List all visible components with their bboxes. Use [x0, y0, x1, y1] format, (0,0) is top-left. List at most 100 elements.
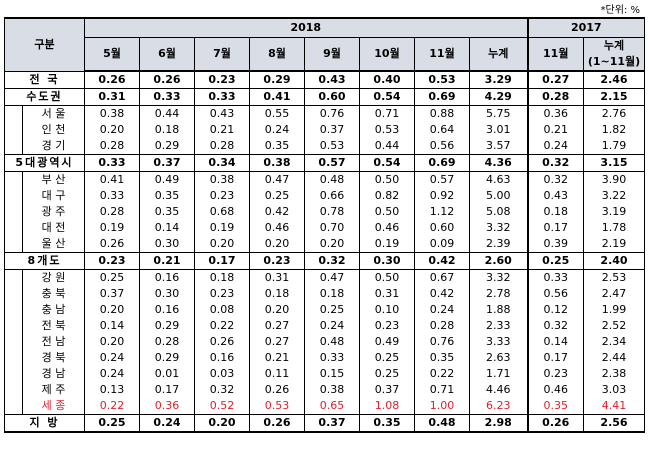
cell-value: 2.47	[583, 286, 645, 302]
table-row: 전 북 0.14 0.29 0.22 0.27 0.24 0.23 0.28 2.33 0.32 2…	[4, 318, 645, 334]
cell-value: 0.24	[84, 366, 140, 382]
cell-value: 0.16	[139, 302, 195, 318]
cell-value: 0.26	[84, 70, 140, 89]
cell-value: 0.55	[249, 105, 305, 122]
header-month: 9월	[304, 37, 360, 72]
cell-value: 0.39	[526, 236, 584, 253]
table-row: 광 주 0.28 0.35 0.68 0.42 0.78 0.50 1.12 5.08 0.18 3…	[4, 204, 645, 220]
header-cumulative-2017-line2: (1~11월)	[587, 55, 641, 68]
row-sub-label: 전 남	[22, 334, 85, 350]
row-label: 전 국	[4, 70, 85, 89]
cell-value: 0.24	[526, 138, 584, 155]
cell-value: 0.20	[84, 334, 140, 350]
cell-value: 0.10	[359, 302, 415, 318]
cell-value: 0.08	[194, 302, 250, 318]
row-sub-label: 충 북	[22, 286, 85, 302]
cell-value: 1.79	[583, 138, 645, 155]
cell-value: 0.30	[359, 252, 415, 270]
cell-value: 0.37	[84, 286, 140, 302]
cell-value: 0.35	[414, 350, 470, 366]
cell-value: 0.14	[526, 334, 584, 350]
cell-value: 3.32	[469, 269, 528, 286]
cell-value: 0.26	[84, 236, 140, 253]
cell-value: 0.30	[139, 236, 195, 253]
cell-value: 0.27	[526, 70, 584, 89]
row-indent	[4, 171, 23, 188]
cell-value: 2.76	[583, 105, 645, 122]
cell-value: 4.46	[469, 382, 528, 398]
cell-value: 2.60	[469, 252, 528, 270]
cell-value: 0.41	[249, 88, 305, 106]
cell-value: 0.38	[304, 382, 360, 398]
cell-value: 0.66	[304, 188, 360, 204]
cell-value: 6.23	[469, 398, 528, 415]
cell-value: 3.29	[469, 70, 528, 89]
cell-value: 1.99	[583, 302, 645, 318]
row-indent	[4, 236, 23, 253]
cell-value: 4.36	[469, 154, 528, 172]
cell-value: 3.22	[583, 188, 645, 204]
header-year-2018: 2018	[84, 17, 528, 38]
row-sub-label: 경 기	[22, 138, 85, 155]
table-row: 제 주 0.13 0.17 0.32 0.26 0.38 0.37 0.71 4.46 0.46 3…	[4, 382, 645, 398]
cell-value: 0.12	[526, 302, 584, 318]
cell-value: 0.47	[304, 269, 360, 286]
cell-value: 3.19	[583, 204, 645, 220]
cell-value: 0.32	[526, 154, 584, 172]
cell-value: 0.25	[359, 350, 415, 366]
table-row: 지 방 0.25 0.24 0.20 0.26 0.37 0.35 0.48 2.98 0.26 2…	[4, 414, 645, 433]
cell-value: 0.25	[249, 188, 305, 204]
cell-value: 0.52	[194, 398, 250, 415]
cell-value: 0.24	[84, 350, 140, 366]
cell-value: 2.46	[583, 70, 645, 89]
cell-value: 0.37	[304, 414, 360, 433]
cell-value: 0.69	[414, 154, 470, 172]
row-indent	[4, 122, 23, 138]
cell-value: 0.60	[414, 220, 470, 236]
cell-value: 0.46	[526, 382, 584, 398]
header-month-highlighted: 11월	[414, 37, 470, 72]
header-month: 5월	[84, 37, 140, 72]
cell-value: 0.71	[359, 105, 415, 122]
row-sub-label: 울 산	[22, 236, 85, 253]
cell-value: 2.40	[583, 252, 645, 270]
row-indent	[4, 398, 23, 415]
cell-value: 0.20	[194, 236, 250, 253]
cell-value: 1.71	[469, 366, 528, 382]
cell-value: 0.49	[359, 334, 415, 350]
table-row: 세 종 0.22 0.36 0.52 0.53 0.65 1.08 1.00 6.23 0.35 4…	[4, 398, 645, 415]
cell-value: 0.76	[304, 105, 360, 122]
cell-value: 0.17	[194, 252, 250, 270]
cell-value: 0.21	[249, 350, 305, 366]
cell-value: 2.98	[469, 414, 528, 433]
table-row: 울 산 0.26 0.30 0.20 0.20 0.20 0.19 0.09 2.39 0.39 2…	[4, 236, 645, 253]
row-indent	[4, 366, 23, 382]
cell-value: 0.22	[84, 398, 140, 415]
cell-value: 0.23	[526, 366, 584, 382]
cell-value: 0.20	[84, 122, 140, 138]
row-label: 지 방	[4, 414, 85, 433]
cell-value: 0.19	[84, 220, 140, 236]
cell-value: 3.90	[583, 171, 645, 188]
row-sub-label: 경 북	[22, 350, 85, 366]
cell-value: 0.19	[194, 220, 250, 236]
cell-value: 0.29	[139, 318, 195, 334]
cell-value: 0.33	[526, 269, 584, 286]
cell-value: 0.71	[414, 382, 470, 398]
cell-value: 0.56	[414, 138, 470, 155]
cell-value: 0.35	[139, 204, 195, 220]
cell-value: 3.15	[583, 154, 645, 172]
cell-value: 0.24	[249, 122, 305, 138]
row-indent	[4, 286, 23, 302]
row-label: 수도권	[4, 88, 85, 106]
cell-value: 1.08	[359, 398, 415, 415]
row-sub-label: 강 원	[22, 269, 85, 286]
cell-value: 0.28	[414, 318, 470, 334]
table-row: 경 북 0.24 0.29 0.16 0.21 0.33 0.25 0.35 2.63 0.17 2…	[4, 350, 645, 366]
header-cumulative-2017-line1: 누계	[603, 39, 625, 52]
cell-value: 0.29	[139, 138, 195, 155]
cell-value: 3.32	[469, 220, 528, 236]
table-row: 경 기 0.28 0.29 0.28 0.35 0.53 0.44 0.56 3.57 0.24 1…	[4, 138, 645, 155]
cell-value: 2.44	[583, 350, 645, 366]
cell-value: 0.17	[139, 382, 195, 398]
